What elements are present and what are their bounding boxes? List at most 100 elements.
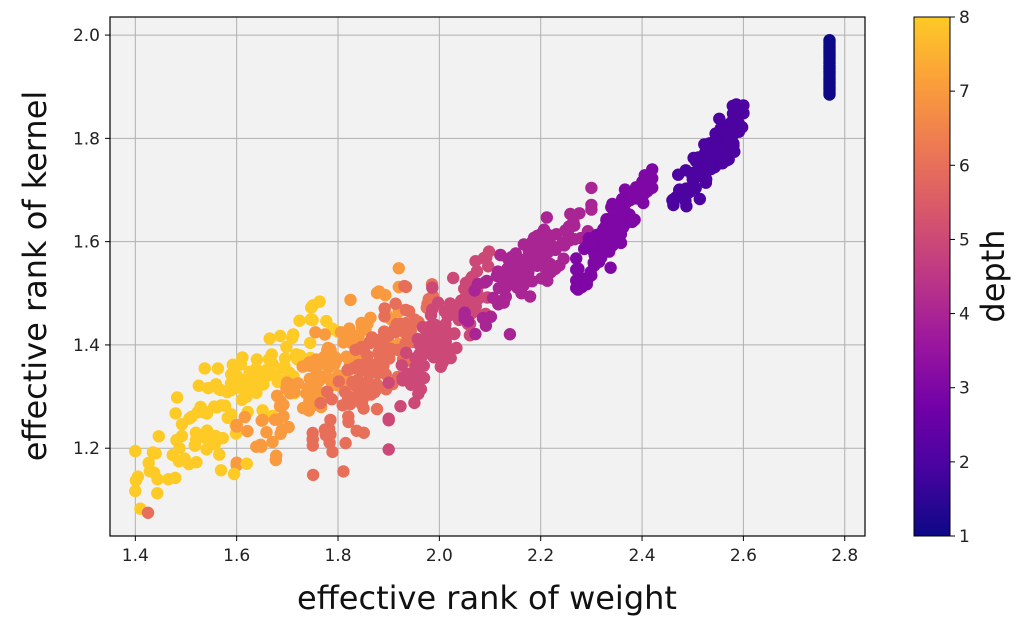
scatter-point	[355, 316, 368, 330]
scatter-point	[272, 413, 285, 426]
colorbar-tick-label: 5	[959, 230, 970, 250]
scatter-point	[823, 34, 836, 47]
scatter-point	[200, 407, 214, 420]
scatter-point	[240, 457, 253, 470]
x-tick-label: 1.8	[324, 546, 351, 566]
scatter-point	[573, 207, 586, 220]
scatter-point	[439, 348, 453, 361]
scatter-point	[235, 393, 249, 406]
scatter-point	[152, 430, 165, 443]
scatter-point	[189, 433, 203, 447]
scatter-point	[129, 444, 142, 458]
scatter-point	[717, 124, 730, 137]
scatter-point	[250, 353, 264, 366]
scatter-point	[666, 194, 679, 207]
scatter-point	[515, 264, 528, 278]
colorbar-tick-label: 8	[959, 8, 970, 28]
scatter-point	[263, 332, 276, 345]
scatter-point	[587, 256, 600, 269]
colorbar-tick-label: 1	[959, 527, 970, 547]
scatter-point	[274, 329, 287, 343]
scatter-point	[680, 187, 694, 201]
scatter-point	[227, 467, 241, 481]
scatter-point	[706, 137, 719, 151]
scatter-point	[382, 443, 395, 456]
scatter-point	[234, 358, 248, 371]
scatter-point	[604, 261, 617, 274]
scatter-point	[455, 294, 468, 307]
scatter-point	[394, 323, 407, 337]
scatter-point	[568, 219, 581, 232]
scatter-point	[439, 318, 452, 331]
scatter-point	[278, 352, 292, 365]
scatter-point	[370, 402, 384, 416]
scatter-point	[646, 172, 659, 185]
x-tick-label: 1.6	[223, 546, 250, 566]
scatter-point	[367, 384, 380, 398]
scatter-point	[394, 400, 407, 413]
scatter-point	[355, 398, 369, 411]
scatter-point	[265, 348, 278, 361]
scatter-point	[173, 441, 186, 455]
scatter-point	[607, 215, 620, 228]
scatter-point	[318, 328, 331, 341]
scatter-point	[357, 343, 370, 357]
scatter-point	[129, 484, 142, 498]
scatter-point	[214, 464, 228, 477]
scatter-point	[293, 314, 306, 327]
colorbar-tick-label: 2	[959, 453, 970, 473]
scatter-point	[716, 157, 729, 170]
scatter-point	[344, 293, 357, 307]
scatter-point	[389, 297, 402, 310]
scatter-point	[450, 341, 463, 355]
scatter-point	[266, 357, 279, 370]
colorbar-ticks: 1 2 3 4 5 6 7 8	[950, 8, 970, 547]
scatter-point	[521, 254, 534, 268]
scatter-point	[713, 112, 726, 126]
colorbar-tick-label: 6	[959, 156, 970, 176]
scatter-point	[183, 412, 196, 425]
scatter-point	[293, 349, 307, 362]
scatter-point	[337, 336, 350, 349]
scatter-point	[262, 369, 275, 382]
scatter-point	[379, 288, 392, 302]
scatter-point	[266, 435, 279, 449]
scatter-point	[672, 168, 685, 181]
scatter-point	[426, 281, 439, 294]
scatter-point	[441, 304, 455, 318]
scatter-point	[408, 396, 421, 410]
scatter-point	[395, 359, 408, 372]
scatter-point	[303, 395, 316, 408]
x-tick-label: 2.0	[426, 546, 453, 566]
colorbar-tick-label: 4	[959, 305, 970, 325]
scatter-point	[172, 455, 186, 468]
scatter-point	[537, 223, 551, 236]
scatter-point	[230, 418, 243, 432]
scatter-point	[399, 280, 413, 294]
scatter-point	[570, 263, 583, 276]
x-axis-ticks: 1.4 1.6 1.8 2.0 2.2 2.4 2.6 2.8	[122, 536, 858, 566]
scatter-point	[503, 261, 516, 275]
colorbar-tick-label: 3	[959, 379, 970, 399]
scatter-point	[480, 251, 493, 264]
scatter-point	[468, 284, 481, 297]
scatter-point	[182, 457, 196, 471]
scatter-point	[243, 375, 256, 388]
scatter-point	[314, 396, 327, 410]
scatter-point	[540, 211, 553, 224]
scatter-point	[735, 121, 749, 134]
colorbar-label: depth	[974, 229, 1012, 322]
scatter-point	[586, 235, 599, 249]
scatter-point	[303, 372, 316, 385]
scatter-point	[557, 252, 570, 265]
scatter-point	[280, 340, 293, 354]
scatter-point	[478, 276, 492, 289]
scatter-point	[374, 333, 387, 346]
scatter-point	[334, 326, 348, 339]
scatter-point	[149, 447, 162, 460]
scatter-point	[448, 327, 461, 341]
scatter-point	[492, 281, 506, 295]
scatter-point	[198, 362, 211, 375]
scatter-point	[202, 381, 215, 395]
scatter-point	[323, 373, 336, 386]
